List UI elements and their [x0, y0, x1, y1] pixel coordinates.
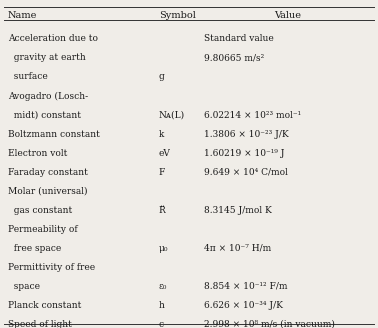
Text: F: F [159, 168, 165, 176]
Text: 1.3806 × 10⁻²³ J/K: 1.3806 × 10⁻²³ J/K [204, 130, 289, 138]
Text: 4π × 10⁻⁷ H/m: 4π × 10⁻⁷ H/m [204, 244, 271, 253]
Text: space: space [8, 282, 40, 291]
Text: h: h [159, 301, 165, 310]
Text: 9.80665 m/s²: 9.80665 m/s² [204, 53, 264, 62]
Text: k: k [159, 130, 164, 138]
Text: free space: free space [8, 244, 61, 253]
Text: Molar (universal): Molar (universal) [8, 187, 87, 195]
Text: gravity at earth: gravity at earth [8, 53, 85, 62]
Text: 2.998 × 10⁸ m/s (in vacuum): 2.998 × 10⁸ m/s (in vacuum) [204, 320, 335, 328]
Text: gas constant: gas constant [8, 206, 72, 215]
Text: 8.3145 J/mol K: 8.3145 J/mol K [204, 206, 272, 215]
Text: R̆: R̆ [159, 206, 166, 215]
Text: midt) constant: midt) constant [8, 111, 81, 119]
Text: Electron volt: Electron volt [8, 149, 67, 157]
Text: eV: eV [159, 149, 170, 157]
Text: surface: surface [8, 72, 47, 81]
Text: 6.02214 × 10²³ mol⁻¹: 6.02214 × 10²³ mol⁻¹ [204, 111, 301, 119]
Text: 6.626 × 10⁻³⁴ J/K: 6.626 × 10⁻³⁴ J/K [204, 301, 283, 310]
Text: Faraday constant: Faraday constant [8, 168, 87, 176]
Text: μ₀: μ₀ [159, 244, 168, 253]
Text: 1.60219 × 10⁻¹⁹ J: 1.60219 × 10⁻¹⁹ J [204, 149, 285, 157]
Text: 8.854 × 10⁻¹² F/m: 8.854 × 10⁻¹² F/m [204, 282, 288, 291]
Text: c: c [159, 320, 164, 328]
Text: 9.649 × 10⁴ C/mol: 9.649 × 10⁴ C/mol [204, 168, 288, 176]
Text: Speed of light: Speed of light [8, 320, 71, 328]
Text: g: g [159, 72, 164, 81]
Text: Nᴀ(L): Nᴀ(L) [159, 111, 185, 119]
Text: ε₀: ε₀ [159, 282, 167, 291]
Text: Acceleration due to: Acceleration due to [8, 34, 98, 43]
Text: Boltzmann constant: Boltzmann constant [8, 130, 99, 138]
Text: Avogadro (Losch-: Avogadro (Losch- [8, 92, 88, 101]
Text: Value: Value [274, 11, 301, 20]
Text: Standard value: Standard value [204, 34, 274, 43]
Text: Symbol: Symbol [159, 11, 196, 20]
Text: Permeability of: Permeability of [8, 225, 77, 234]
Text: Permittivity of free: Permittivity of free [8, 263, 94, 272]
Text: Planck constant: Planck constant [8, 301, 81, 310]
Text: Name: Name [8, 11, 37, 20]
